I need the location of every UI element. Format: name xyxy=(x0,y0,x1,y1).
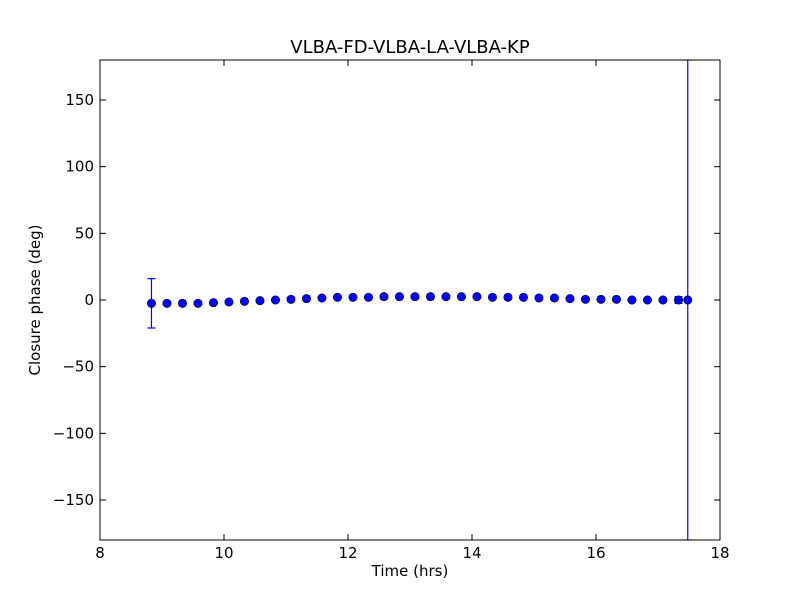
data-point xyxy=(534,293,544,303)
data-point xyxy=(332,292,342,302)
data-point xyxy=(642,295,652,305)
data-point xyxy=(673,295,683,305)
data-point xyxy=(162,298,172,308)
y-tick-label: 0 xyxy=(84,291,94,309)
data-point xyxy=(683,295,693,305)
data-point xyxy=(394,292,404,302)
data-point xyxy=(317,293,327,303)
data-point xyxy=(472,292,482,302)
data-point xyxy=(611,294,621,304)
x-tick-label: 16 xyxy=(586,544,605,562)
data-point xyxy=(410,292,420,302)
data-point xyxy=(363,292,373,302)
data-point xyxy=(286,294,296,304)
x-axis-label: Time (hrs) xyxy=(371,562,449,580)
y-tick-label: 100 xyxy=(65,158,94,176)
axis-ticks: 8 10 12 14 16 18 −150 −100 −50 0 50 100 150 xyxy=(53,60,730,562)
data-point xyxy=(627,295,637,305)
x-tick-label: 12 xyxy=(338,544,357,562)
data-point xyxy=(239,296,249,306)
data-point xyxy=(658,295,668,305)
y-axis-label: Closure phase (deg) xyxy=(26,225,44,376)
data-point xyxy=(208,298,218,308)
data-point xyxy=(425,292,435,302)
data-point xyxy=(549,293,559,303)
data-point xyxy=(456,292,466,302)
chart-title: VLBA-FD-VLBA-LA-VLBA-KP xyxy=(290,37,530,58)
data-point xyxy=(565,294,575,304)
data-point xyxy=(193,298,203,308)
x-tick-label: 8 xyxy=(95,544,105,562)
data-point xyxy=(177,298,187,308)
data-point xyxy=(596,294,606,304)
data-marks xyxy=(146,60,693,540)
data-point xyxy=(348,292,358,302)
x-tick-label: 10 xyxy=(214,544,233,562)
data-point xyxy=(518,292,528,302)
data-point xyxy=(301,294,311,304)
data-point xyxy=(270,295,280,305)
data-point xyxy=(255,296,265,306)
plot-area xyxy=(100,60,720,540)
data-point xyxy=(580,294,590,304)
data-point xyxy=(503,292,513,302)
data-point xyxy=(224,297,234,307)
data-point xyxy=(441,292,451,302)
data-point xyxy=(146,298,156,308)
y-tick-label: −50 xyxy=(62,358,94,376)
x-tick-label: 14 xyxy=(462,544,481,562)
y-tick-label: −100 xyxy=(53,424,94,442)
y-tick-label: 150 xyxy=(65,91,94,109)
data-point xyxy=(379,292,389,302)
data-point xyxy=(487,292,497,302)
y-tick-label: −150 xyxy=(53,491,94,509)
y-tick-label: 50 xyxy=(75,224,94,242)
x-tick-label: 18 xyxy=(710,544,729,562)
